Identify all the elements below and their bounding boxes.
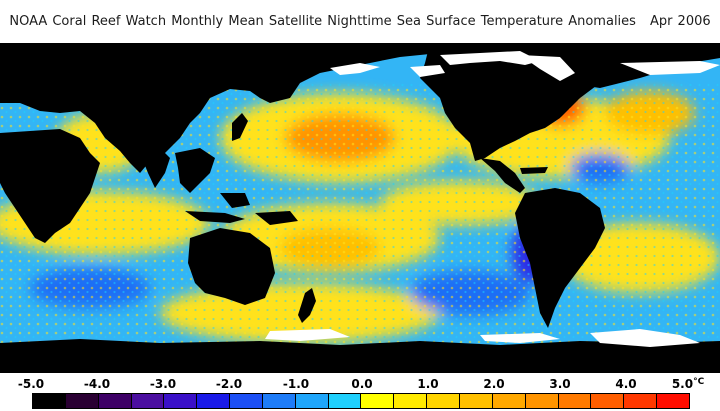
tick-label: 3.0 [549, 377, 571, 391]
tick-label: -2.0 [215, 377, 243, 391]
colorbar-swatch [427, 394, 460, 408]
tick-label: -1.0 [282, 377, 310, 391]
tick-label: -5.0 [17, 377, 45, 391]
colorbar-swatch [230, 394, 263, 408]
colorbar-swatch [262, 394, 296, 408]
colorbar-swatch [65, 394, 99, 408]
colorbar-swatch [164, 394, 198, 408]
colorbar-swatch [131, 394, 165, 408]
tick-label: 2.0 [483, 377, 505, 391]
colorbar [32, 393, 690, 409]
colorbar-swatch [295, 394, 329, 408]
colorbar-swatch [558, 394, 592, 408]
colorbar-swatch [657, 394, 689, 408]
world-map [0, 43, 720, 373]
colorbar-swatch [591, 394, 625, 408]
colorbar-swatch [394, 394, 428, 408]
tick-label: 5.0 [671, 377, 694, 391]
colorbar-swatch [459, 394, 493, 408]
colorbar-swatch [98, 394, 132, 408]
sst-anomaly-map [0, 43, 720, 373]
colorbar-swatch [33, 394, 66, 408]
tick-label: 0.0 [351, 377, 373, 391]
map-title: NOAA Coral Reef Watch Monthly Mean Satel… [0, 13, 720, 31]
sea-ice [265, 51, 720, 347]
colorbar-ticks: -5.0 -4.0 -3.0 -2.0 -1.0 0.0 1.0 2.0 3.0… [0, 377, 720, 391]
colorbar-swatch [361, 394, 395, 408]
land-masses [0, 43, 720, 373]
title-date: Apr 2006 [649, 14, 711, 29]
title-text: NOAA Coral Reef Watch Monthly Mean Satel… [9, 14, 636, 29]
colorbar-swatch [328, 394, 362, 408]
tick-label: 1.0 [417, 377, 439, 391]
colorbar-swatch [492, 394, 526, 408]
colorbar-swatch [197, 394, 231, 408]
colorbar-swatch [624, 394, 658, 408]
tick-label: 4.0 [615, 377, 637, 391]
colorbar-swatch [525, 394, 559, 408]
tick-label-max: 5.0°C [672, 377, 704, 391]
unit-label: °C [693, 377, 705, 387]
tick-label: -4.0 [83, 377, 111, 391]
tick-label: -3.0 [149, 377, 177, 391]
